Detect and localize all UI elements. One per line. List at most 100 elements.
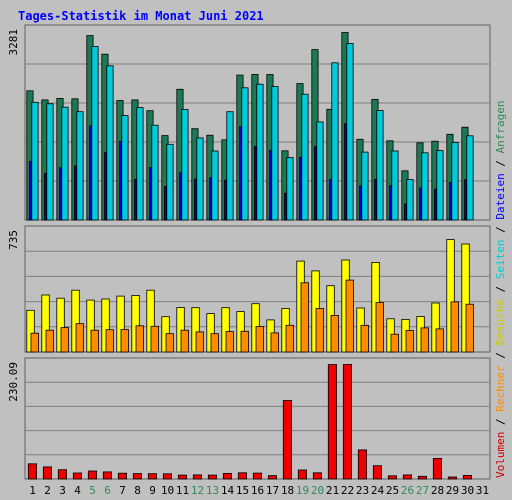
bar-seiten-day-9	[151, 124, 159, 221]
x-axis-labels: 1 2 3 4 5 6 7 8 9 10 11 12 13 14 15 16 17 18 19 20 21 22 23 24 2…	[29, 484, 489, 497]
bar-besuche-day-1	[26, 309, 35, 353]
bar-dateien-day-13	[209, 177, 213, 221]
bar-dateien-day-26	[404, 203, 408, 221]
bar-dateien-day-5	[89, 125, 93, 221]
bar-rechner-day-25	[390, 333, 399, 353]
bar-seiten-day-13	[211, 150, 219, 221]
x-tick-label: 6	[104, 484, 111, 497]
bar-volumen-day-15	[237, 472, 248, 480]
bar-besuche-day-4	[71, 289, 80, 353]
bar-rechner-day-16	[255, 326, 264, 353]
series-dateien	[29, 123, 468, 221]
x-tick-label: 27	[416, 484, 429, 497]
legend-entry: Besuche	[494, 299, 507, 345]
bar-rechner-day-15	[240, 330, 249, 353]
bar-volumen-day-3	[57, 469, 67, 480]
panels-layer: 3281 735 230.09	[7, 24, 491, 480]
bar-dateien-day-29	[449, 181, 453, 221]
x-tick-label: 16	[251, 484, 264, 497]
bar-seiten-day-29	[451, 142, 459, 221]
bar-seiten-day-3	[61, 106, 69, 221]
bar-seiten-day-12	[196, 137, 204, 221]
bar-besuche-day-30	[461, 243, 470, 353]
x-tick-label: 8	[134, 484, 141, 497]
bar-rechner-day-17	[270, 332, 279, 353]
x-tick-label: 22	[341, 484, 354, 497]
bar-dateien-day-27	[419, 187, 423, 221]
bar-rechner-day-18	[285, 324, 294, 353]
bar-besuche-day-29	[446, 239, 455, 353]
bar-seiten-day-20	[316, 121, 324, 221]
bar-dateien-day-7	[119, 140, 123, 221]
bar-rechner-day-30	[465, 303, 474, 353]
bar-seiten-day-26	[406, 179, 414, 221]
x-tick-label: 12	[191, 484, 204, 497]
panel-max-label: 3281	[7, 29, 20, 56]
bar-volumen-day-18	[282, 400, 292, 480]
bar-besuche-day-9	[146, 289, 155, 353]
bar-volumen-day-12	[192, 474, 203, 480]
bar-volumen-day-23	[357, 449, 367, 480]
bar-dateien-day-28	[434, 188, 438, 221]
bar-volumen-day-7	[117, 472, 128, 480]
bar-seiten-day-27	[421, 152, 429, 221]
bar-seiten-day-8	[136, 107, 144, 221]
bar-dateien-day-16	[254, 146, 258, 221]
bar-seiten-day-22	[346, 43, 354, 221]
bar-seiten-day-2	[46, 103, 54, 221]
bar-rechner-day-9	[150, 325, 159, 353]
bar-seiten-day-21	[331, 62, 339, 221]
x-tick-label: 28	[431, 484, 444, 497]
bar-rechner-day-21	[330, 314, 339, 353]
bar-dateien-day-2	[44, 172, 48, 221]
bar-rechner-day-11	[180, 329, 189, 353]
bar-dateien-day-12	[194, 178, 198, 221]
bar-rechner-day-23	[360, 324, 369, 353]
bar-seiten-day-28	[436, 150, 444, 221]
bar-rechner-day-29	[450, 301, 459, 353]
bar-dateien-day-20	[314, 146, 318, 221]
bar-seiten-day-11	[181, 109, 189, 221]
x-tick-label: 21	[326, 484, 339, 497]
bar-seiten-day-4	[76, 111, 84, 221]
bar-seiten-day-6	[106, 65, 114, 221]
bar-volumen-day-19	[297, 469, 307, 480]
bar-besuche-day-13	[206, 313, 215, 353]
x-tick-label: 10	[161, 484, 174, 497]
legend-separator: /	[494, 346, 507, 366]
bar-seiten-day-5	[91, 46, 99, 221]
legend-separator: /	[494, 279, 507, 299]
bar-volumen-day-29	[447, 476, 457, 480]
x-tick-label: 20	[311, 484, 324, 497]
bar-dateien-day-9	[149, 167, 153, 221]
x-tick-label: 25	[386, 484, 399, 497]
panel-middle: 735	[7, 225, 491, 353]
bar-seiten-day-23	[361, 151, 369, 221]
x-tick-label: 23	[356, 484, 369, 497]
bar-volumen-day-20	[312, 472, 322, 480]
bar-dateien-day-18	[284, 192, 288, 221]
legend-entry: Volumen	[494, 432, 507, 478]
bar-volumen-day-11	[177, 474, 188, 480]
bar-volumen-day-30	[462, 474, 472, 480]
bar-volumen-day-17	[267, 475, 277, 480]
x-tick-label: 11	[176, 484, 189, 497]
bar-dateien-day-15	[239, 126, 243, 221]
legend-entry: Dateien	[494, 173, 507, 219]
bar-dateien-day-25	[389, 185, 393, 221]
bar-volumen-day-9	[147, 473, 158, 480]
bar-dateien-day-3	[59, 167, 63, 221]
bar-rechner-day-5	[90, 329, 99, 353]
bar-besuche-day-11	[176, 307, 185, 353]
bar-rechner-day-14	[225, 331, 234, 353]
bar-volumen-day-14	[222, 472, 233, 480]
legend-entry: Rechner	[494, 365, 507, 412]
x-tick-label: 1	[29, 484, 36, 497]
bar-rechner-day-6	[105, 329, 114, 353]
bar-besuche-day-2	[41, 294, 50, 353]
bar-volumen-day-26	[402, 474, 412, 480]
legend-entry: Anfragen	[494, 100, 507, 153]
bar-seiten-day-25	[391, 150, 399, 221]
bar-dateien-day-1	[29, 160, 33, 221]
x-tick-label: 26	[401, 484, 414, 497]
